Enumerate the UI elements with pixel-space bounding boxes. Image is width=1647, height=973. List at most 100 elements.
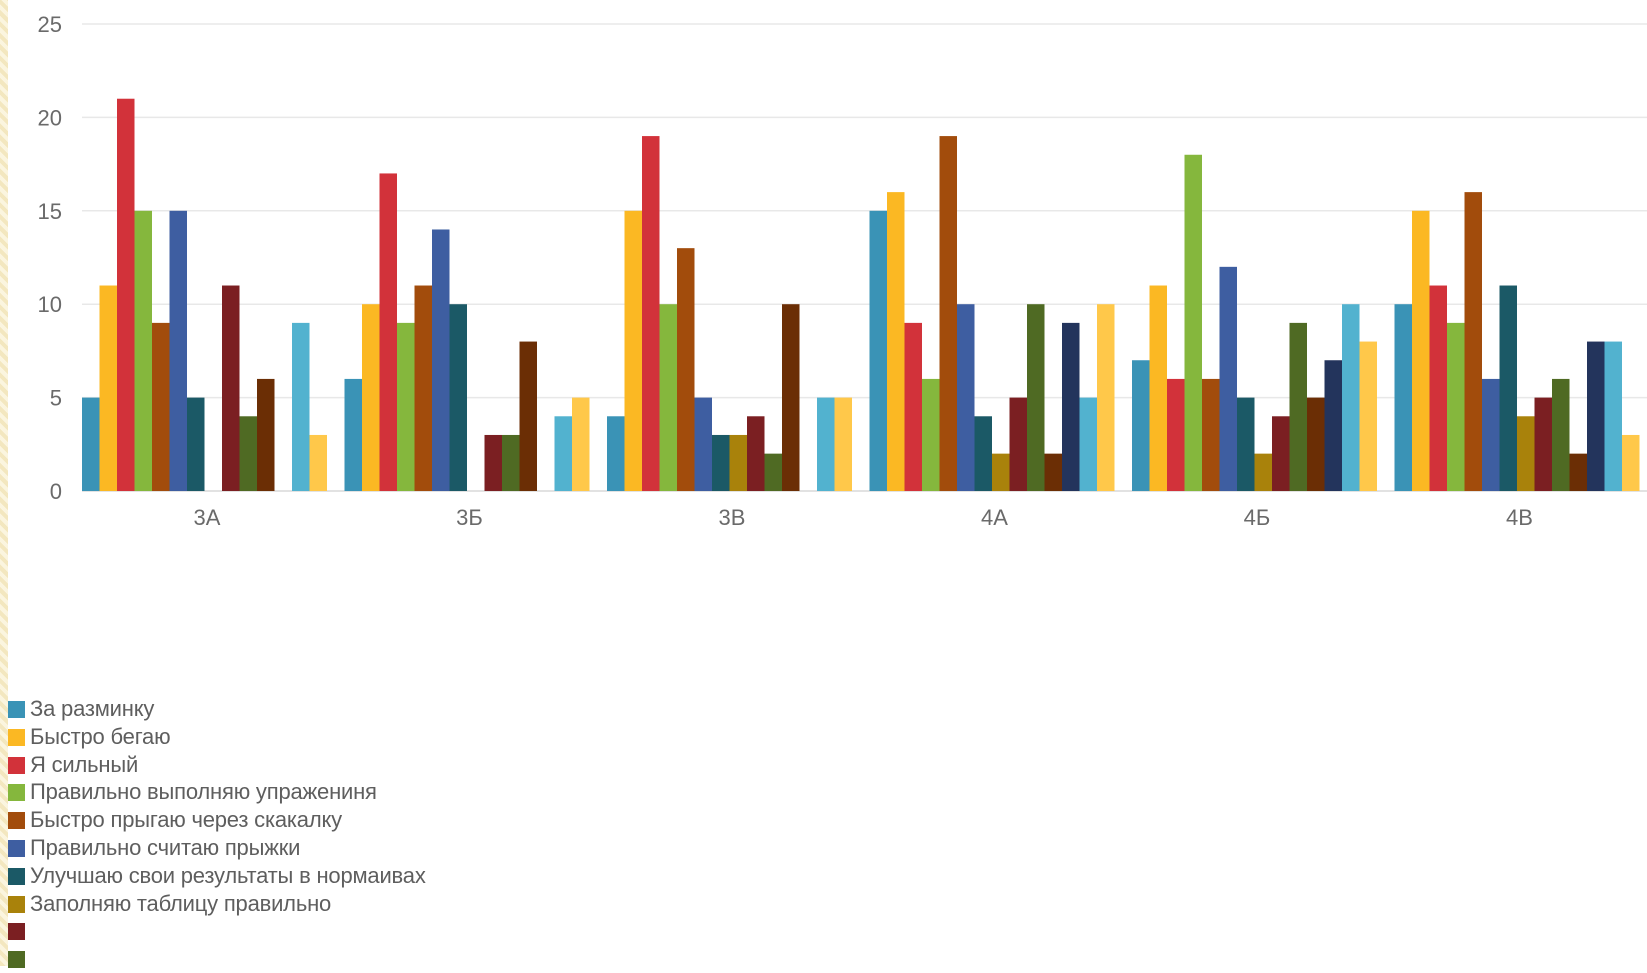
bar <box>1097 304 1115 491</box>
y-tick-label: 25 <box>38 12 62 37</box>
legend-label: Я сильный <box>30 751 139 777</box>
bar <box>1604 341 1622 491</box>
bar <box>502 434 520 491</box>
bar <box>659 304 677 491</box>
bar <box>187 397 205 491</box>
legend-label: Правильно считаю прыжки <box>30 834 301 860</box>
legend-swatch <box>8 867 25 885</box>
legend-swatch <box>8 728 25 746</box>
bar <box>1202 378 1220 491</box>
bar <box>1062 322 1080 491</box>
bar <box>362 304 380 491</box>
bar <box>1552 378 1570 491</box>
bar <box>397 322 415 491</box>
bar <box>82 397 100 491</box>
bar <box>169 210 187 492</box>
bar <box>152 322 170 491</box>
bar <box>554 416 572 491</box>
bar <box>134 210 152 492</box>
y-tick-label: 0 <box>50 479 62 504</box>
x-axis-ticks: 3А 3Б 3В 4А 4Б 4В <box>194 505 1533 530</box>
bar <box>1307 397 1325 491</box>
x-tick-label: 4В <box>1506 505 1533 530</box>
legend-swatch <box>8 895 25 913</box>
legend-label: Заполняю таблицу правильно <box>30 890 332 916</box>
bar <box>1359 341 1377 491</box>
x-tick-label: 3В <box>719 505 746 530</box>
legend-item: Правильно выполняю упражениня <box>8 778 628 806</box>
bars <box>82 98 1640 492</box>
bar <box>624 210 642 492</box>
grid-lines <box>82 23 1647 492</box>
bar-chart: 0 5 10 15 20 25 3А 3Б 3В 4А 4Б 4В <box>38 12 1647 530</box>
bar <box>344 378 362 491</box>
legend-swatch <box>8 812 25 830</box>
bar <box>432 229 450 492</box>
bar <box>1237 397 1255 491</box>
legend-item: Быстро бегаю <box>8 723 628 751</box>
bar <box>1009 397 1027 491</box>
bar <box>1132 360 1150 491</box>
legend-item: За разминку <box>8 695 628 723</box>
bar <box>257 378 275 491</box>
bar <box>309 434 327 491</box>
x-tick-label: 3Б <box>456 505 483 530</box>
bar <box>677 248 695 491</box>
bar <box>572 397 590 491</box>
legend-item <box>8 917 628 945</box>
bar <box>1027 304 1045 491</box>
bar <box>1482 378 1500 491</box>
bar <box>1079 397 1097 491</box>
legend-label: Быстро прыгаю через скакалку <box>30 807 342 833</box>
legend-item <box>8 945 628 973</box>
legend-item: Я сильный <box>8 751 628 779</box>
bar <box>1447 322 1465 491</box>
x-tick-label: 4Б <box>1244 505 1271 530</box>
bar <box>239 416 257 491</box>
bar <box>1569 453 1587 491</box>
y-tick-label: 15 <box>38 199 62 224</box>
bar <box>729 434 747 491</box>
bar <box>484 434 502 491</box>
bar <box>939 136 957 491</box>
bar <box>764 453 782 491</box>
bar <box>1324 360 1342 491</box>
bar <box>1587 341 1605 491</box>
bar <box>117 98 135 491</box>
legend-swatch <box>8 756 25 774</box>
bar <box>1412 210 1430 492</box>
legend-label: Быстро бегаю <box>30 723 171 749</box>
legend-item: Заполняю таблицу правильно <box>8 890 628 918</box>
bar <box>1499 285 1517 491</box>
legend-label: Улучшаю свои результаты в нормаивах <box>30 862 426 888</box>
bar <box>519 341 537 491</box>
bar <box>1184 154 1202 491</box>
legend-swatch <box>8 784 25 802</box>
bar <box>887 192 905 491</box>
bar <box>1622 434 1640 491</box>
legend-label: Правильно выполняю упражениня <box>30 779 377 805</box>
bar <box>1342 304 1360 491</box>
legend-item: Правильно считаю прыжки <box>8 834 628 862</box>
bar <box>1167 378 1185 491</box>
bar <box>1149 285 1167 491</box>
y-tick-label: 10 <box>38 292 62 317</box>
bar <box>869 210 887 492</box>
bar <box>747 416 765 491</box>
bar <box>1429 285 1447 491</box>
y-axis-ticks: 0 5 10 15 20 25 <box>38 12 62 504</box>
chart-legend: За разминку Быстро бегаю Я сильный Правильн… <box>8 695 628 973</box>
legend-swatch <box>8 923 25 941</box>
bar <box>922 378 940 491</box>
bar <box>607 416 625 491</box>
bar <box>642 136 660 491</box>
bar <box>834 397 852 491</box>
legend-swatch <box>8 701 25 718</box>
bar <box>1254 453 1272 491</box>
y-tick-label: 5 <box>50 386 62 411</box>
bar <box>1464 192 1482 491</box>
bar <box>1289 322 1307 491</box>
bar <box>712 434 730 491</box>
x-tick-label: 4А <box>981 505 1008 530</box>
bar <box>1517 416 1535 491</box>
